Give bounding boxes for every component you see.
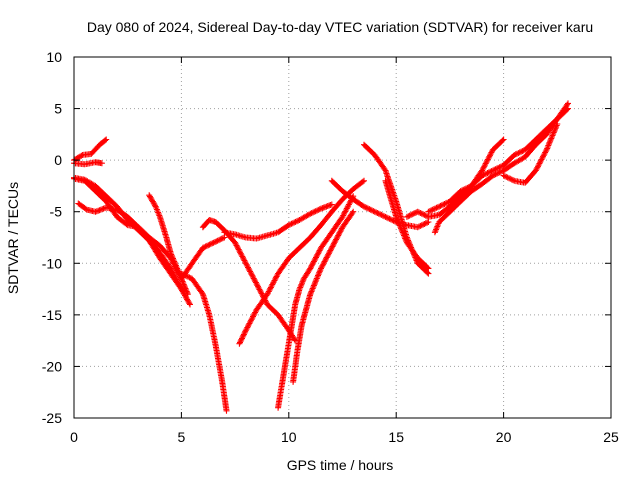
series-marks (382, 177, 432, 272)
x-tick-label: 15 (388, 429, 404, 445)
series-track-l (290, 208, 357, 385)
y-tick-label: -10 (42, 255, 62, 271)
y-tick-label: 5 (54, 101, 62, 117)
series-track-r (431, 100, 571, 236)
series-marks (71, 175, 185, 293)
x-tick-label: 5 (178, 429, 186, 445)
series-marks (71, 174, 193, 308)
series-track-d (71, 175, 185, 293)
series-track-i (221, 201, 335, 242)
series-track-a (71, 136, 110, 164)
series-track-c (71, 174, 193, 308)
plot-frame (73, 56, 612, 419)
series-track-o (382, 177, 432, 272)
series-track-f (146, 192, 228, 282)
x-tick-label: 10 (281, 429, 297, 445)
series-marks (146, 192, 228, 282)
series-marks (328, 177, 432, 231)
series-marks (221, 201, 335, 242)
labels-layer: 0 5 10 15 20 25 -25 -20 -15 -10 -5 0 5 10 (42, 49, 619, 445)
series-marks (75, 200, 191, 298)
series-track-k (275, 193, 357, 411)
y-tick-label: 0 (54, 152, 62, 168)
y-tick-label: -20 (42, 358, 62, 374)
series-track-g (178, 270, 230, 414)
series-marks (431, 100, 571, 236)
y-tick-label: -25 (42, 410, 62, 426)
ticks-layer (73, 56, 612, 419)
series-track-e (75, 200, 191, 298)
series-marks (275, 193, 357, 411)
y-axis-title: SDTVAR / TECUs (5, 182, 21, 294)
series-marks (178, 270, 230, 414)
series-marks (71, 136, 110, 164)
grid-layer (74, 57, 611, 418)
series-layer (71, 100, 571, 414)
y-tick-label: -15 (42, 307, 62, 323)
x-tick-label: 0 (70, 429, 78, 445)
y-tick-label: 10 (46, 49, 62, 65)
x-tick-label: 20 (496, 429, 512, 445)
series-track-s (500, 121, 561, 186)
series-marks (290, 208, 357, 385)
series-marks (500, 121, 561, 186)
x-axis-title: GPS time / hours (287, 457, 394, 473)
x-tick-label: 25 (603, 429, 619, 445)
series-track-m (328, 177, 432, 231)
y-tick-label: -5 (50, 204, 63, 220)
chart-title: Day 080 of 2024, Sidereal Day-to-day VTE… (87, 19, 593, 35)
